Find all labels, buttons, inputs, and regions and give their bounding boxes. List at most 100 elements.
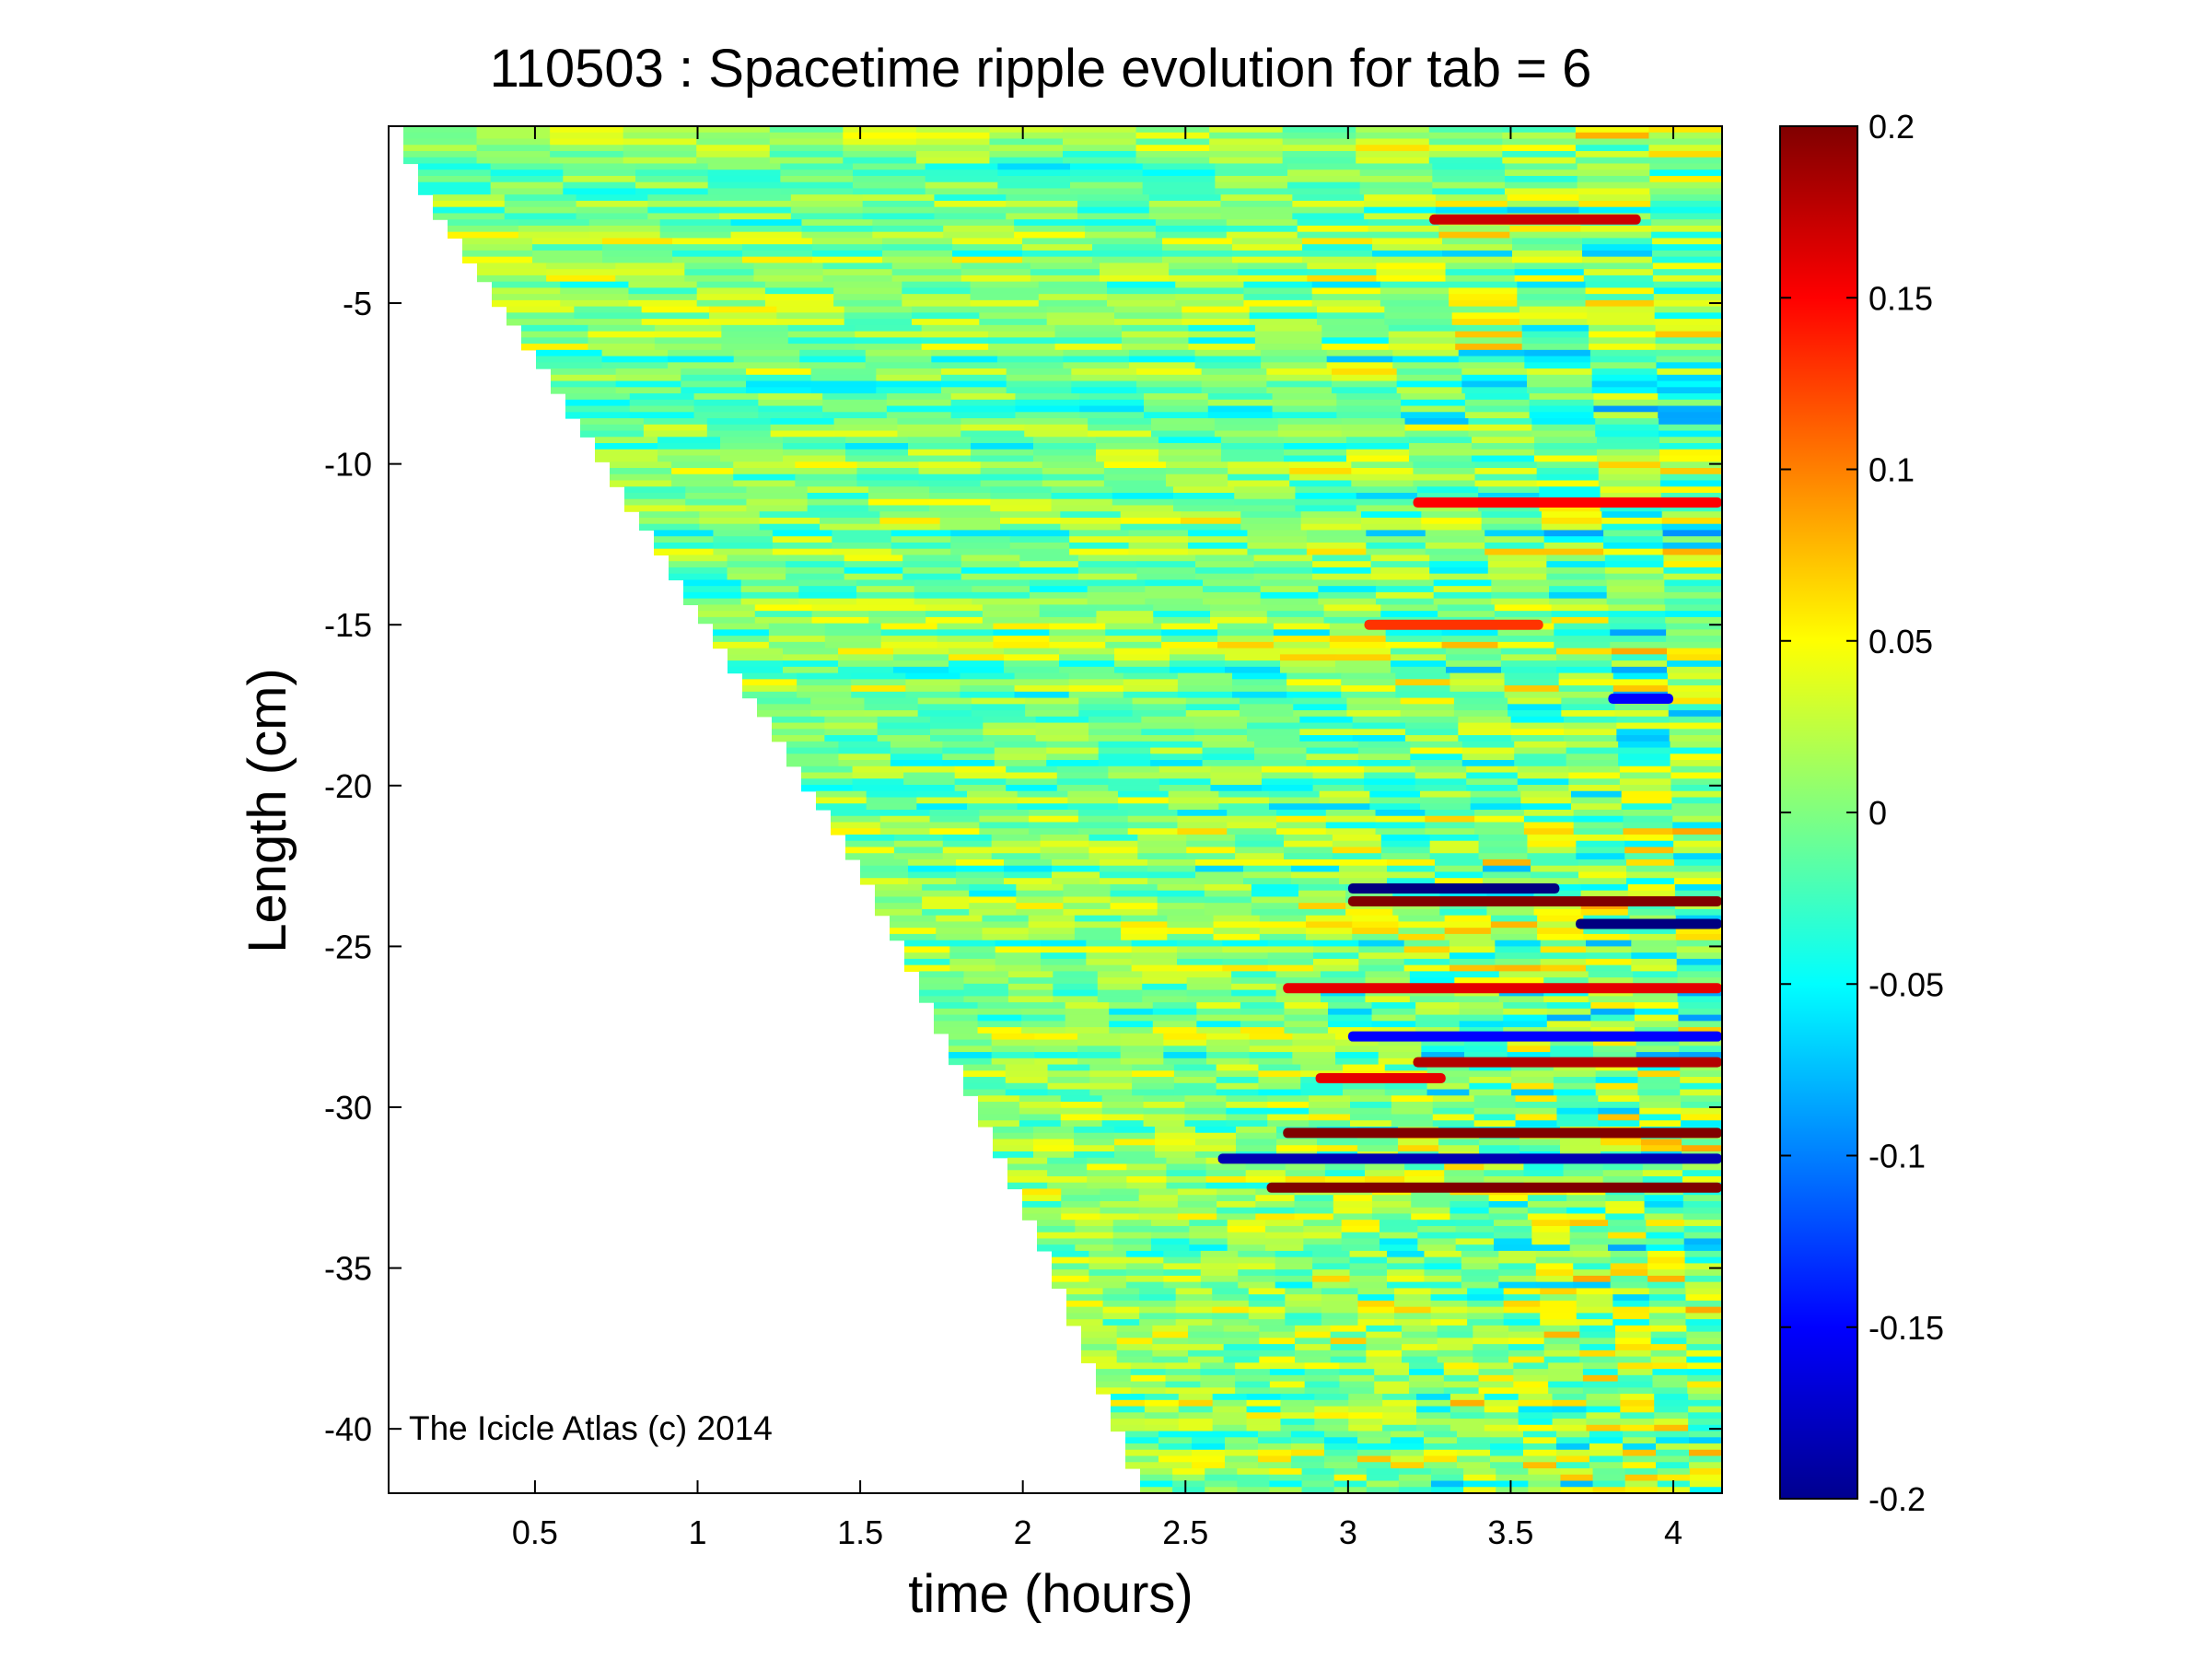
- heatmap-cell: [1416, 492, 1479, 500]
- heatmap-cell: [742, 256, 813, 263]
- heatmap-cell: [635, 181, 709, 190]
- heatmap-cell: [1539, 492, 1601, 500]
- heatmap-cell: [1333, 1474, 1368, 1482]
- heatmap-cell: [1059, 660, 1115, 668]
- heatmap-cell: [1391, 1455, 1425, 1463]
- heatmap-cell: [1251, 883, 1299, 892]
- heatmap-cell: [1568, 772, 1621, 779]
- heatmap-cell: [1297, 231, 1369, 240]
- heatmap-cell: [1464, 393, 1531, 401]
- heatmap-cell: [1077, 194, 1150, 202]
- heatmap-cell: [1346, 697, 1402, 705]
- heatmap-cell: [1097, 989, 1144, 997]
- heatmap-cell: [1503, 1002, 1548, 1010]
- heatmap-cell: [950, 393, 1017, 401]
- heatmap-cell: [1473, 1349, 1509, 1358]
- heatmap-cell: [1332, 840, 1382, 848]
- heatmap-cell: [790, 213, 864, 220]
- heatmap-cell: [1341, 1244, 1380, 1252]
- heatmap-cell: [1212, 1294, 1250, 1302]
- heatmap-cell: [1502, 150, 1577, 158]
- heatmap-cell: [1307, 269, 1378, 276]
- heatmap-cell: [1108, 765, 1160, 774]
- heatmap-cell: [696, 299, 766, 308]
- heatmap-cell: [1212, 1306, 1250, 1314]
- heatmap-cell: [1086, 946, 1133, 953]
- heatmap-cell: [1158, 437, 1222, 444]
- heatmap-cell: [989, 157, 1064, 165]
- heatmap-cell: [1430, 1313, 1468, 1320]
- heatmap-cell: [639, 523, 701, 532]
- heatmap-cell: [1243, 865, 1292, 873]
- heatmap-cell: [1357, 1443, 1391, 1451]
- heatmap-cell: [1178, 1424, 1214, 1432]
- heatmap-cell: [1111, 1399, 1146, 1408]
- heatmap-cell: [551, 374, 617, 382]
- heatmap-cell: [1593, 1046, 1637, 1053]
- heatmap-cell: [921, 337, 989, 345]
- heatmap-cell: [1513, 1387, 1549, 1395]
- heatmap-cell: [1514, 760, 1567, 767]
- heatmap-cell: [1178, 1406, 1214, 1413]
- heatmap-cell: [1401, 412, 1466, 419]
- heatmap-cell: [1339, 1362, 1376, 1370]
- heatmap-cell: [904, 940, 951, 947]
- heatmap-cell: [1446, 666, 1502, 674]
- heatmap-cell: [1289, 468, 1353, 475]
- heatmap-cell: [838, 654, 894, 661]
- heatmap-cell: [786, 754, 840, 761]
- heatmap-cell: [1654, 1412, 1689, 1419]
- colorbar: 0.20.150.10.050-0.05-0.1-0.15-0.2: [1779, 108, 1944, 1518]
- heatmap-cell: [1122, 344, 1190, 351]
- heatmap-cell: [1185, 710, 1240, 718]
- heatmap-cell: [1166, 1182, 1207, 1190]
- heatmap-cell: [1151, 418, 1216, 426]
- heatmap-cell: [1116, 1344, 1154, 1351]
- heatmap-cell: [1612, 654, 1668, 661]
- heatmap-cell: [844, 561, 904, 568]
- heatmap-cell: [1024, 424, 1089, 432]
- heatmap-cell: [1247, 722, 1301, 730]
- heatmap-cell: [1540, 958, 1587, 966]
- heatmap-cell: [979, 822, 1030, 829]
- heatmap-cell: [1231, 977, 1277, 985]
- heatmap-cell: [1416, 505, 1479, 512]
- heatmap-cell: [960, 573, 1021, 581]
- heatmap-cell: [1391, 648, 1447, 655]
- heatmap-cell: [1210, 604, 1268, 612]
- heatmap-cell: [1620, 1424, 1656, 1432]
- heatmap-cell: [1445, 269, 1516, 276]
- heatmap-cell: [1155, 231, 1228, 240]
- heatmap-cell: [877, 729, 931, 736]
- heatmap-cell: [1167, 928, 1215, 935]
- heatmap-cell: [963, 989, 1009, 997]
- heatmap-cell: [1177, 958, 1224, 966]
- heatmap-cell: [1335, 1046, 1380, 1053]
- heatmap-cell: [1006, 380, 1073, 388]
- heatmap-cell: [1312, 1269, 1351, 1277]
- heatmap-cell: [1096, 1374, 1132, 1383]
- heatmap-cell: [1438, 604, 1496, 612]
- heatmap-cell: [1158, 1449, 1193, 1457]
- heatmap-cell: [941, 368, 1007, 376]
- heatmap-cell: [977, 1008, 1022, 1016]
- heatmap-cell: [1130, 1374, 1167, 1383]
- heatmap-cell: [719, 194, 792, 202]
- heatmap-cell: [1686, 1331, 1722, 1338]
- heatmap-cell: [1606, 579, 1666, 587]
- heatmap-cell: [1348, 1424, 1383, 1432]
- heatmap-cell: [783, 449, 846, 457]
- heatmap-cell: [1111, 1412, 1146, 1419]
- heatmap-cell: [1295, 505, 1357, 512]
- heatmap-cell: [1312, 1263, 1351, 1270]
- heatmap-cell: [560, 299, 630, 308]
- heatmap-cell: [971, 437, 1034, 444]
- heatmap-cell: [1066, 1300, 1104, 1308]
- heatmap-cell: [740, 598, 800, 605]
- heatmap-cell: [1285, 1288, 1322, 1295]
- ripple-band: [1217, 1153, 1722, 1164]
- heatmap-cell: [1216, 1064, 1260, 1071]
- y-tick-label: -10: [324, 446, 372, 484]
- heatmap-cell: [563, 169, 636, 177]
- heatmap-cell: [807, 492, 869, 500]
